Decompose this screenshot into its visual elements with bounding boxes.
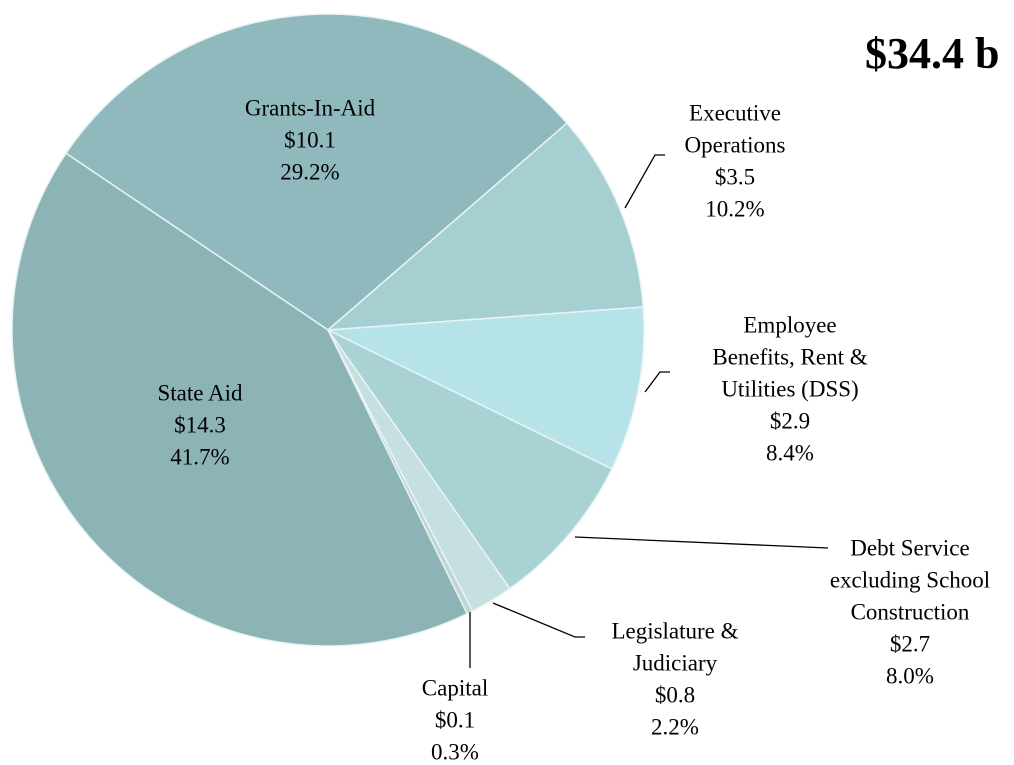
amount-label: $0.1 bbox=[435, 707, 475, 732]
percent-label: 29.2% bbox=[280, 159, 339, 184]
slice-label: Benefits, Rent & bbox=[712, 344, 867, 369]
pie-slice bbox=[64, 13, 568, 331]
leader-line bbox=[492, 602, 585, 638]
amount-label: $0.8 bbox=[655, 682, 695, 707]
percent-label: 10.2% bbox=[705, 196, 764, 221]
percent-label: 8.0% bbox=[886, 663, 934, 688]
slice-label: Grants-In-Aid bbox=[245, 95, 376, 120]
pie-slice bbox=[325, 122, 644, 331]
leader-line bbox=[624, 154, 665, 209]
amount-label: $10.1 bbox=[284, 127, 336, 152]
pie-slice bbox=[327, 329, 613, 590]
slice-label: Judiciary bbox=[633, 650, 718, 675]
slice-label: Construction bbox=[851, 599, 970, 624]
amount-label: $2.7 bbox=[890, 631, 930, 656]
pie-slice bbox=[325, 306, 645, 470]
slice-label: Capital bbox=[422, 675, 488, 700]
percent-label: 41.7% bbox=[170, 444, 229, 469]
amount-label: $14.3 bbox=[174, 412, 226, 437]
percent-label: 0.3% bbox=[431, 739, 479, 764]
slice-label: Debt Service bbox=[850, 535, 969, 560]
slice-label: State Aid bbox=[158, 380, 243, 405]
slice-label: Legislature & bbox=[611, 618, 738, 643]
amount-label: $2.9 bbox=[770, 408, 810, 433]
slice-label: Employee bbox=[743, 312, 836, 337]
amount-label: $3.5 bbox=[715, 164, 755, 189]
chart-title: $34.4 b bbox=[865, 29, 999, 78]
leader-line bbox=[574, 536, 829, 549]
leader-line bbox=[644, 371, 670, 393]
slice-label: Operations bbox=[685, 132, 786, 157]
percent-label: 2.2% bbox=[651, 714, 699, 739]
pie-slice bbox=[11, 152, 469, 647]
slice-label: excluding School bbox=[830, 567, 990, 592]
percent-label: 8.4% bbox=[766, 440, 814, 465]
slice-label: Utilities (DSS) bbox=[721, 376, 858, 401]
slice-label: Executive bbox=[689, 100, 781, 125]
